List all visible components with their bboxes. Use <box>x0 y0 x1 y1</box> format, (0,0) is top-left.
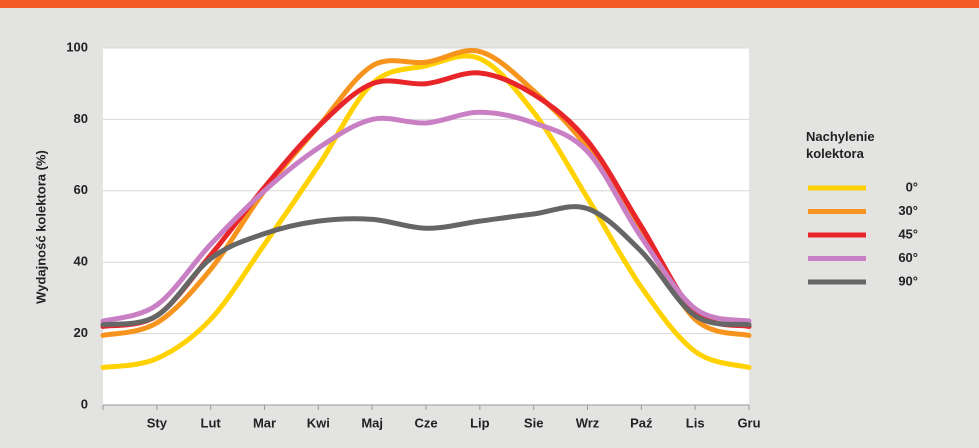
y-tick-label: 80 <box>74 111 88 126</box>
legend-label: 90° <box>898 273 918 288</box>
y-tick-label: 100 <box>66 39 88 54</box>
x-tick-label: Cze <box>414 415 437 430</box>
y-tick-label: 60 <box>74 182 88 197</box>
series-line <box>100 109 752 324</box>
legend-title: Nachylenie kolektora <box>806 129 875 161</box>
x-tick-label: Lip <box>470 415 490 430</box>
x-tick-label: Mar <box>253 415 276 430</box>
header-bar <box>0 0 979 8</box>
x-tick-label: Sie <box>524 415 544 430</box>
x-tick-label: Lis <box>686 415 705 430</box>
series-line <box>100 70 752 329</box>
legend-label: 60° <box>898 250 918 265</box>
y-axis-label: Wydajność kolektora (%) <box>33 150 48 304</box>
y-tick-label: 40 <box>74 254 88 269</box>
x-tick-label: Kwi <box>307 415 330 430</box>
x-tick-label: Gru <box>737 415 760 430</box>
y-tick-label: 20 <box>74 325 88 340</box>
x-tick-label: Paź <box>630 415 653 430</box>
series-line <box>100 53 752 371</box>
x-tick-label: Lut <box>201 415 222 430</box>
legend-label: 30° <box>898 203 918 218</box>
y-tick-label: 0 <box>81 396 88 411</box>
x-tick-label: Wrz <box>576 415 600 430</box>
x-tick-label: Sty <box>147 415 168 430</box>
series-line <box>100 204 752 328</box>
x-tick-label: Maj <box>361 415 383 430</box>
legend-label: 0° <box>906 179 918 194</box>
legend-label: 45° <box>898 226 918 241</box>
